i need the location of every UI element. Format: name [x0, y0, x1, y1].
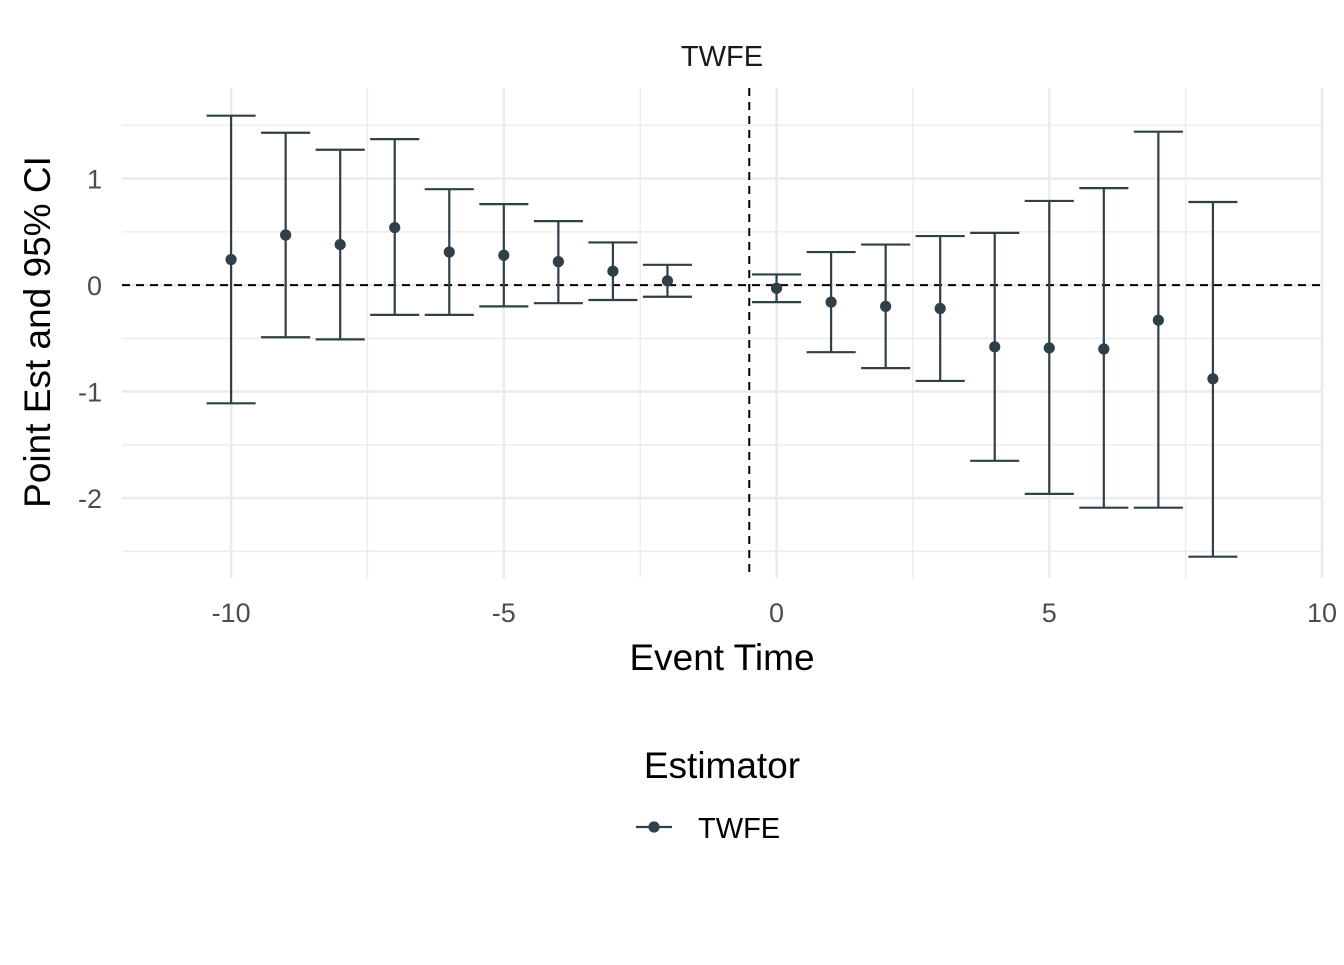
- y-tick-label: -1: [78, 378, 102, 408]
- estimate-mark: [970, 231, 1020, 462]
- grid-layer: [122, 88, 1324, 578]
- point-estimate: [280, 229, 292, 241]
- point-estimate: [770, 282, 783, 294]
- estimate-mark: [1079, 187, 1129, 509]
- point-estimate: [934, 302, 946, 315]
- legend-title: Estimator: [644, 745, 800, 786]
- x-tick-label: -5: [492, 598, 516, 628]
- estimate-mark: [424, 188, 474, 316]
- estimate-mark: [261, 131, 311, 339]
- y-tick-label: -2: [78, 484, 102, 514]
- point-estimate: [389, 221, 401, 234]
- estimate-mark: [588, 241, 638, 302]
- x-tick-label: 10: [1307, 598, 1337, 628]
- estimate-mark: [1024, 199, 1074, 495]
- marks-layer: [206, 114, 1238, 558]
- y-tick-label: 0: [87, 271, 102, 301]
- point-estimate: [880, 300, 892, 312]
- estimate-mark: [915, 234, 965, 383]
- estimate-mark: [479, 203, 529, 308]
- legend-key-point: [648, 821, 660, 833]
- point-estimate: [1043, 342, 1055, 354]
- estimate-mark: [752, 273, 802, 304]
- legend: Estimator TWFE: [636, 745, 800, 845]
- reference-lines: [122, 88, 1322, 578]
- legend-label-twfe: TWFE: [698, 813, 780, 845]
- facet-title: TWFE: [681, 41, 763, 73]
- estimate-mark: [806, 250, 856, 354]
- estimate-mark: [642, 263, 692, 298]
- point-estimate: [443, 246, 455, 258]
- point-estimate: [989, 341, 1001, 353]
- point-estimate: [1207, 373, 1219, 385]
- point-estimate: [1098, 343, 1110, 355]
- point-estimate: [607, 265, 619, 277]
- point-estimate: [552, 256, 564, 268]
- point-estimate: [825, 296, 837, 308]
- y-axis-title: Point Est and 95% CI: [17, 156, 58, 508]
- estimate-mark: [370, 138, 420, 316]
- point-estimate: [225, 253, 237, 266]
- x-axis-title: Event Time: [629, 637, 814, 678]
- point-estimate: [1152, 314, 1164, 326]
- x-tick-label: 0: [769, 598, 784, 628]
- x-tick-label: -10: [212, 598, 251, 628]
- estimate-mark: [861, 243, 911, 370]
- estimate-mark: [533, 220, 583, 305]
- estimate-mark: [206, 114, 256, 405]
- x-tick-label: 5: [1042, 598, 1057, 628]
- estimate-mark: [315, 148, 365, 341]
- y-tick-label: 1: [87, 165, 102, 195]
- estimate-mark: [1188, 200, 1238, 558]
- point-estimate: [498, 249, 510, 261]
- estimate-mark: [1133, 130, 1183, 509]
- point-estimate: [334, 238, 346, 251]
- point-estimate: [661, 275, 674, 287]
